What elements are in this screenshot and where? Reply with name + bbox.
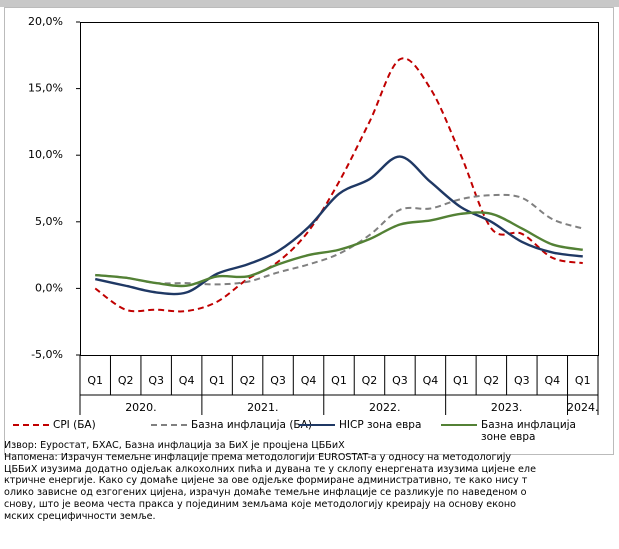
plot-frame (80, 22, 599, 356)
series-line (95, 193, 584, 286)
series-line (94, 57, 583, 313)
legend-item: Базна инфлација (БА) (150, 419, 312, 431)
note-line: Напомена: Израчун темељне инфлације прем… (4, 451, 512, 463)
x-tick-label: Q1 (209, 374, 225, 387)
x-tick-label: Q3 (392, 374, 408, 387)
note-line: олико зависне од езгогених цијена, израч… (4, 487, 527, 499)
x-tick-label: Q2 (118, 374, 134, 387)
legend-swatch (299, 424, 335, 426)
legend-label: HICP зона евра (339, 419, 422, 431)
note-line: мских сpецифичности земље. (4, 510, 156, 522)
x-tick-label: Q3 (514, 374, 530, 387)
legend-swatch (441, 424, 477, 426)
legend-swatch (151, 424, 187, 426)
x-tick-label: Q2 (484, 374, 500, 387)
y-tick-label: 10,0% (28, 148, 63, 161)
y-tick-label: 20,0% (28, 15, 63, 28)
x-tick-label: Q1 (331, 374, 347, 387)
header-bar (0, 0, 619, 7)
year-label: 2023. (491, 401, 523, 414)
series-line (95, 211, 583, 288)
legend-item: HICP зона евра (298, 419, 421, 431)
year-label: 2021. (247, 401, 279, 414)
y-tick-label: 15,0% (28, 82, 63, 95)
y-tick-label: -5,0% (31, 348, 63, 361)
note-line: ЦББиХ изузима додатно одјељак алкохолних… (4, 463, 536, 475)
note-line: снову, што је веома честа пракса у појед… (4, 499, 517, 510)
x-tick-label: Q4 (179, 374, 195, 387)
year-label: 2022. (369, 401, 401, 414)
year-label: 2020. (125, 401, 157, 414)
x-tick-label: Q4 (423, 374, 439, 387)
note-line: Извор: Еуростат, БХАС, Базна инфлација з… (4, 440, 345, 451)
x-tick-label: Q4 (544, 374, 560, 387)
y-tick-label: 0,0% (35, 281, 63, 294)
legend-label: CPI (БА) (53, 419, 96, 431)
year-label: 2024. (567, 401, 599, 414)
note-line: ктричне енергије. Како су домаће цијене … (4, 475, 528, 487)
x-tick-label: Q4 (301, 374, 317, 387)
x-tick-label: Q3 (148, 374, 164, 387)
x-tick-label: Q2 (240, 374, 256, 387)
x-tick-label: Q1 (87, 374, 103, 387)
legend-label: Базна инфлација (БА) (191, 419, 312, 431)
x-tick-label: Q3 (270, 374, 286, 387)
legend-item: Базна инфлација зоне евра (440, 419, 576, 443)
x-tick-label: Q1 (575, 374, 591, 387)
y-tick-label: 5,0% (35, 215, 63, 228)
legend-label: Базна инфлација зоне евра (481, 419, 576, 443)
series-line (94, 155, 583, 296)
chart-frame (4, 7, 614, 455)
legend-item: CPI (БА) (12, 419, 96, 431)
x-tick-label: Q1 (453, 374, 469, 387)
legend-swatch (13, 424, 49, 426)
x-tick-label: Q2 (362, 374, 378, 387)
